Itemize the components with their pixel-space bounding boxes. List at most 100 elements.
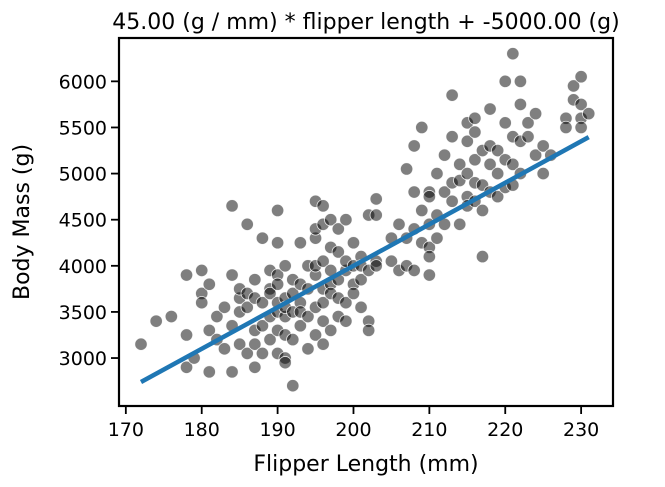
data-point: [422, 249, 436, 264]
data-point: [468, 125, 482, 139]
y-tick-label: 3000: [59, 348, 107, 370]
fit-line: [139, 135, 590, 384]
y-tick-label: 5000: [59, 164, 107, 186]
data-point: [217, 300, 232, 314]
data-point: [225, 268, 239, 282]
data-point: [407, 139, 421, 153]
data-point: [506, 47, 520, 61]
data-point: [468, 111, 482, 125]
data-point: [324, 323, 338, 337]
data-point: [468, 153, 482, 167]
data-point: [270, 203, 285, 218]
data-point: [415, 120, 429, 135]
data-point: [346, 286, 361, 301]
y-tick-label: 3500: [59, 302, 107, 324]
data-point: [559, 120, 573, 135]
y-axis-label: Body Mass (g): [10, 144, 35, 300]
data-point: [437, 148, 452, 162]
data-point: [430, 231, 444, 245]
data-point: [293, 319, 307, 333]
data-point: [263, 332, 277, 347]
data-point: [195, 263, 209, 278]
data-point: [521, 130, 535, 144]
x-tick-label: 170: [108, 419, 144, 441]
data-point: [255, 319, 270, 333]
x-tick-label: 190: [259, 419, 295, 441]
data-point: [392, 217, 406, 231]
data-point: [255, 346, 270, 361]
data-point: [331, 245, 345, 259]
data-point: [316, 314, 330, 328]
data-point: [422, 268, 436, 282]
data-point: [179, 268, 194, 282]
data-point: [521, 116, 535, 130]
data-point: [316, 296, 330, 310]
data-point: [528, 107, 543, 121]
data-point: [225, 199, 239, 213]
data-point: [331, 222, 345, 236]
data-point: [248, 360, 262, 374]
data-point: [225, 365, 239, 379]
data-point: [566, 79, 581, 93]
data-point: [574, 70, 588, 84]
y-tick-label: 4000: [59, 256, 107, 278]
data-point: [179, 328, 194, 342]
data-point: [536, 166, 550, 181]
data-point: [301, 342, 315, 356]
data-point: [233, 337, 247, 351]
data-point: [255, 231, 270, 245]
data-point: [399, 162, 414, 176]
data-point: [202, 365, 216, 379]
data-point: [407, 185, 421, 199]
data-point: [179, 360, 194, 374]
data-point: [437, 185, 452, 199]
data-point: [453, 157, 467, 171]
points-layer: [134, 47, 596, 393]
data-point: [263, 286, 277, 301]
data-point: [240, 217, 254, 231]
x-tick-label: 230: [563, 419, 599, 441]
data-point: [270, 277, 285, 291]
data-point: [506, 157, 520, 171]
data-point: [483, 102, 497, 116]
data-point: [407, 263, 421, 278]
data-point: [164, 309, 178, 324]
y-axis: 3000 3500 4000 4500 5000 5500 6000: [59, 71, 119, 370]
data-point: [339, 296, 353, 310]
data-point: [369, 259, 383, 273]
x-tick-label: 220: [487, 419, 523, 441]
data-point: [316, 199, 330, 213]
data-point: [240, 346, 254, 361]
x-tick-label: 180: [184, 419, 220, 441]
data-point: [248, 273, 262, 287]
data-point: [278, 259, 292, 273]
data-point: [460, 166, 474, 181]
data-point: [460, 134, 474, 148]
data-point: [574, 120, 588, 135]
data-point: [582, 107, 596, 121]
data-point: [415, 203, 429, 218]
data-point: [339, 213, 353, 227]
data-point: [369, 192, 383, 206]
data-point: [369, 208, 383, 222]
data-point: [286, 332, 300, 347]
chart-title: 45.00 (g / mm) * flipper length + -5000.…: [112, 10, 619, 35]
data-point: [286, 379, 300, 393]
data-point: [248, 337, 262, 351]
data-point: [278, 356, 292, 370]
fit-line-layer: [139, 135, 590, 384]
data-point: [301, 309, 315, 324]
data-point: [528, 148, 543, 162]
data-point: [255, 296, 270, 310]
data-point: [339, 314, 353, 328]
data-point: [149, 314, 163, 328]
data-point: [483, 157, 497, 171]
data-point: [202, 277, 216, 291]
data-point: [491, 166, 505, 181]
data-point: [195, 296, 209, 310]
data-point: [202, 323, 216, 337]
data-point: [445, 88, 459, 102]
data-point: [475, 249, 490, 264]
data-point: [134, 337, 148, 351]
